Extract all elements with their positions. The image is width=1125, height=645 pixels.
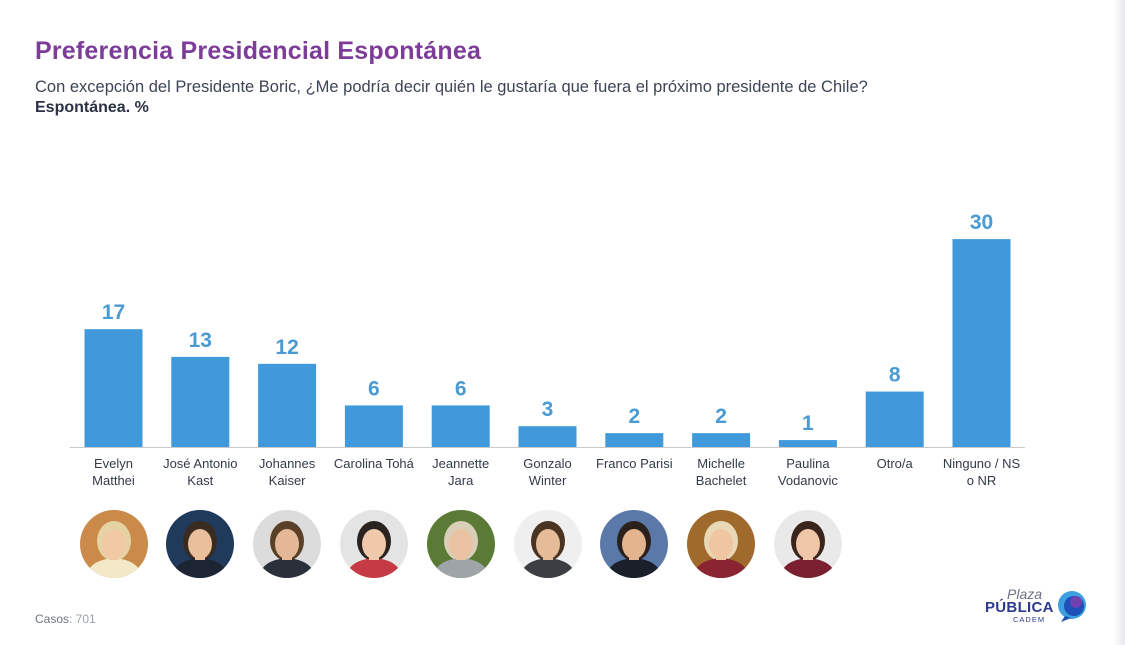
portrait-icon (79, 510, 148, 578)
x-tick-label: Gonzalo (523, 456, 571, 471)
chart-title: Preferencia Presidencial Espontánea (35, 37, 482, 65)
bar (778, 440, 837, 447)
bar (518, 426, 577, 447)
portrait-icon (687, 510, 756, 578)
portrait-icon (513, 510, 582, 578)
page-edge-shadow (1113, 0, 1125, 645)
bar-value-label: 2 (715, 405, 727, 428)
sample-size-label: Casos (35, 612, 70, 626)
bar-value-label: 3 (542, 398, 554, 421)
portrait-icon (253, 510, 322, 578)
x-tick-label: Michelle (697, 456, 745, 471)
x-tick-label: Winter (529, 473, 567, 488)
x-tick-label: Franco Parisi (596, 456, 673, 471)
portrait-icon (166, 510, 235, 578)
x-tick-label: Evelyn (94, 456, 133, 471)
bar (84, 329, 143, 447)
bar (171, 356, 230, 447)
bar-value-label: 12 (275, 336, 298, 359)
bar (344, 405, 403, 447)
bar (952, 239, 1011, 447)
portrait-icon (773, 510, 842, 578)
x-tick-label: Kast (187, 473, 213, 488)
x-tick-label: Kaiser (269, 473, 307, 488)
x-tick-label: o NR (967, 473, 997, 488)
speech-bubble-icon (1058, 591, 1086, 622)
x-tick-label: Bachelet (696, 473, 747, 488)
sample-size-value: : 701 (69, 612, 96, 626)
bar-value-label: 2 (628, 405, 640, 428)
bar-value-label: 1 (802, 412, 814, 435)
chart-unit-label: Espontánea. % (35, 99, 149, 116)
bar (692, 433, 751, 447)
bar (605, 433, 664, 447)
bar-value-label: 30 (970, 211, 993, 234)
x-tick-label: Carolina Tohá (334, 456, 415, 471)
x-tick-label: Matthei (92, 473, 135, 488)
x-tick-label: Paulina (786, 456, 830, 471)
bar (258, 363, 317, 447)
x-tick-label: Jara (448, 473, 474, 488)
x-tick-label: Otro/a (877, 456, 914, 471)
bar-value-label: 17 (102, 301, 125, 324)
x-tick-label: Vodanovic (778, 473, 838, 488)
chart-subtitle: Con excepción del Presidente Boric, ¿Me … (35, 78, 868, 96)
portrait-icon (426, 510, 495, 578)
logo-plaza-text: Plaza (1007, 586, 1043, 602)
x-tick-label: José Antonio (163, 456, 237, 471)
bar-value-label: 8 (889, 364, 901, 387)
x-tick-label: Johannes (259, 456, 316, 471)
portrait-icon (600, 510, 669, 578)
bar-value-label: 6 (368, 377, 380, 400)
bar (431, 405, 490, 447)
logo-cadem-text: CADEM (1013, 615, 1046, 624)
bar-value-label: 13 (189, 329, 212, 352)
bar (865, 391, 924, 447)
portrait-icon (339, 510, 408, 578)
bar-value-label: 6 (455, 377, 467, 400)
x-tick-label: Ninguno / NS (943, 456, 1021, 471)
logo-publica-text: PÚBLICA (985, 599, 1054, 616)
x-tick-label: Jeannette (432, 456, 489, 471)
sample-size: Casos: 701 (35, 612, 96, 626)
plaza-publica-logo: Plaza PÚBLICA CADEM (985, 586, 1095, 626)
